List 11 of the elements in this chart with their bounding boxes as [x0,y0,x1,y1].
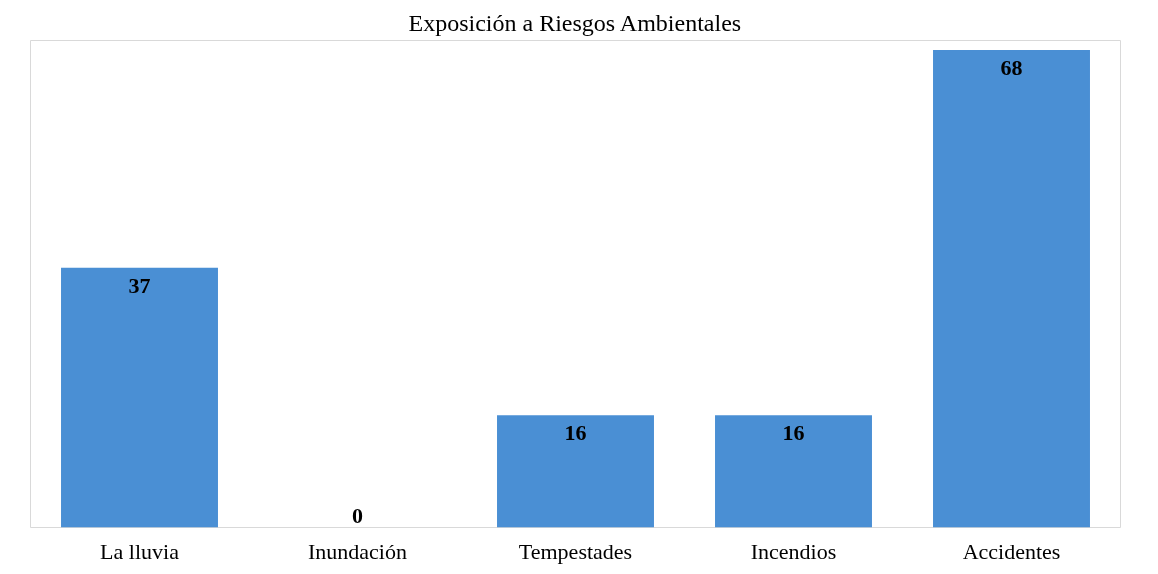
chart-title: Exposición a Riesgos Ambientales [408,9,742,36]
x-tick-label: Accidentes [962,538,1061,564]
x-tick-label: Inundación [308,538,407,564]
data-label: 68 [1000,55,1023,81]
data-label: 37 [128,272,151,298]
x-tick-label: Tempestades [518,538,633,564]
data-label: 16 [782,420,805,446]
data-label: 0 [352,502,363,528]
x-tick-label: Incendios [750,538,837,564]
x-tick-label: La lluvia [100,538,180,564]
data-label: 16 [564,420,587,446]
